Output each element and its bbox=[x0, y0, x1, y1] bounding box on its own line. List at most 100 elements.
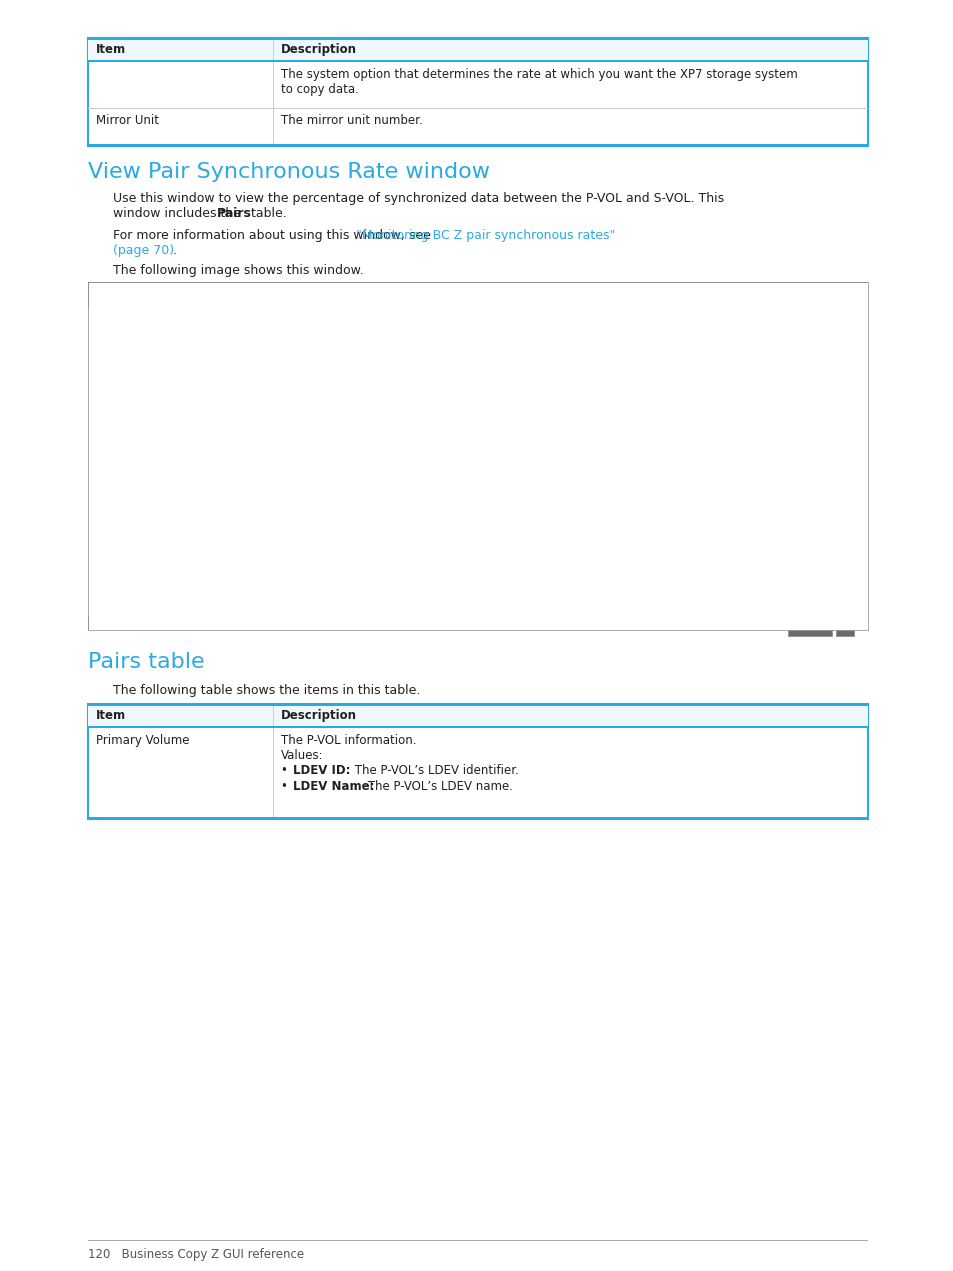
Bar bbox=[152, 334, 174, 348]
Text: The following image shows this window.: The following image shows this window. bbox=[112, 264, 363, 277]
Bar bbox=[314, 370, 315, 394]
Text: ON: ON bbox=[157, 336, 172, 346]
Bar bbox=[88, 282, 867, 630]
Text: Virtual Storage Machine: Virtual Storage Machine bbox=[317, 371, 427, 380]
Bar bbox=[102, 592, 853, 608]
Bar bbox=[102, 330, 853, 351]
Text: Pairs table: Pairs table bbox=[88, 652, 204, 672]
Text: Pairs: Pairs bbox=[110, 315, 143, 328]
Bar bbox=[634, 334, 687, 348]
Text: Virtual
SSID: Virtual SSID bbox=[588, 371, 618, 390]
Bar bbox=[502, 370, 503, 394]
Text: DUPLEX: DUPLEX bbox=[717, 400, 755, 411]
Bar bbox=[273, 38, 274, 146]
Text: 120   Business Copy Z GUI reference: 120 Business Copy Z GUI reference bbox=[88, 1248, 304, 1261]
Bar bbox=[88, 817, 867, 819]
Bar bbox=[787, 620, 831, 636]
Bar bbox=[102, 397, 853, 412]
Text: (page 70): (page 70) bbox=[112, 244, 174, 257]
Bar bbox=[585, 351, 586, 622]
Bar bbox=[88, 60, 867, 62]
Bar bbox=[102, 502, 853, 517]
Bar bbox=[106, 334, 150, 348]
Bar bbox=[713, 370, 714, 394]
Bar bbox=[88, 704, 867, 705]
Text: Item: Item bbox=[96, 43, 126, 56]
Text: Pairs: Pairs bbox=[216, 207, 252, 220]
Bar bbox=[88, 726, 867, 728]
Bar bbox=[179, 351, 180, 622]
Bar bbox=[88, 38, 867, 146]
Bar bbox=[713, 351, 714, 622]
Text: Close: Close bbox=[795, 622, 823, 632]
Text: Refresh: Refresh bbox=[110, 601, 147, 611]
Bar bbox=[88, 309, 867, 630]
Text: Virtual Device
Name: Virtual Device Name bbox=[505, 371, 569, 390]
Bar bbox=[88, 306, 867, 309]
Bar bbox=[88, 38, 867, 39]
Bar bbox=[102, 412, 853, 427]
Text: >: > bbox=[843, 586, 851, 596]
Bar bbox=[102, 608, 853, 622]
Bar bbox=[102, 583, 853, 596]
Text: The P-VOL’s LDEV identifier.: The P-VOL’s LDEV identifier. bbox=[351, 764, 518, 777]
Bar bbox=[102, 533, 853, 547]
Text: View Pair Synchronous Rate: View Pair Synchronous Rate bbox=[96, 289, 260, 301]
Text: OFF: OFF bbox=[179, 336, 197, 346]
Bar bbox=[88, 704, 867, 726]
Text: 00:CLPR0: 00:CLPR0 bbox=[254, 400, 301, 411]
Text: Description: Description bbox=[281, 709, 356, 722]
Text: Status: Status bbox=[717, 371, 745, 380]
Bar bbox=[644, 351, 645, 622]
Text: •: • bbox=[281, 780, 292, 793]
Bar bbox=[102, 458, 853, 472]
Bar bbox=[811, 287, 825, 301]
Bar bbox=[106, 599, 153, 613]
Bar bbox=[102, 351, 853, 367]
Bar bbox=[502, 351, 503, 622]
Text: Description: Description bbox=[281, 43, 356, 56]
Bar bbox=[273, 704, 274, 819]
Text: ?: ? bbox=[841, 622, 847, 632]
Bar bbox=[102, 311, 853, 330]
Text: Use this window to view the percentage of synchronized data between the P-VOL an: Use this window to view the percentage o… bbox=[112, 192, 723, 205]
Bar bbox=[102, 351, 853, 583]
Text: CLPR: CLPR bbox=[254, 371, 277, 380]
Text: .: . bbox=[172, 244, 177, 257]
Text: LDEV ID:: LDEV ID: bbox=[293, 764, 350, 777]
Bar bbox=[88, 282, 867, 306]
Bar bbox=[102, 427, 853, 442]
Bar bbox=[585, 370, 586, 394]
Bar bbox=[434, 370, 435, 394]
Bar bbox=[106, 586, 266, 594]
Text: T: T bbox=[816, 289, 821, 297]
Bar bbox=[102, 547, 853, 562]
Text: Values:: Values: bbox=[281, 749, 323, 763]
Bar bbox=[829, 287, 843, 301]
Bar bbox=[102, 562, 853, 577]
Text: Primary Volume: Primary Volume bbox=[108, 355, 191, 364]
Bar bbox=[88, 616, 867, 630]
Text: XP7 / 00002: XP7 / 00002 bbox=[317, 400, 376, 411]
Bar bbox=[314, 351, 315, 622]
Text: Options ▼: Options ▼ bbox=[638, 336, 682, 344]
Text: "Monitoring BC Z pair synchronous rates": "Monitoring BC Z pair synchronous rates" bbox=[355, 229, 615, 241]
Bar bbox=[102, 369, 853, 397]
Text: The following table shows the items in this table.: The following table shows the items in t… bbox=[112, 684, 420, 697]
Bar bbox=[174, 334, 199, 348]
Text: Item: Item bbox=[96, 709, 126, 722]
Bar bbox=[102, 517, 853, 533]
Text: LDEV Name: LDEV Name bbox=[182, 371, 234, 380]
Bar bbox=[88, 38, 867, 60]
Text: 00:00:0A: 00:00:0A bbox=[106, 400, 150, 411]
Bar bbox=[102, 577, 853, 592]
Bar bbox=[102, 487, 853, 502]
Text: <: < bbox=[104, 586, 112, 596]
Text: BC Z: BC Z bbox=[647, 400, 670, 411]
Text: |<  <    1   / 1    >  >|: |< < 1 / 1 > >| bbox=[691, 336, 788, 344]
Text: •: • bbox=[281, 764, 292, 777]
Text: The P-VOL’s LDEV name.: The P-VOL’s LDEV name. bbox=[364, 780, 513, 793]
Text: X: X bbox=[851, 289, 857, 297]
Bar bbox=[179, 370, 180, 394]
Text: Copy Type: Copy Type bbox=[647, 371, 694, 380]
